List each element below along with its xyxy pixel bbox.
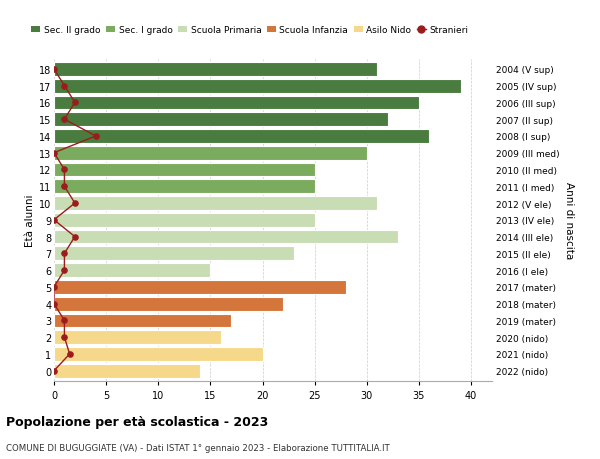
Bar: [54, 63, 377, 77]
Bar: [54, 163, 315, 177]
Bar: [54, 197, 377, 210]
Bar: [54, 113, 388, 127]
Point: [49, 284, 59, 291]
Point: [91, 133, 101, 140]
Point: [59, 317, 69, 325]
Bar: [54, 96, 419, 110]
Bar: [54, 280, 346, 294]
Bar: [54, 364, 200, 378]
Point: [59, 334, 69, 341]
Bar: [54, 213, 315, 227]
Bar: [54, 263, 211, 277]
Legend: Sec. II grado, Sec. I grado, Scuola Primaria, Scuola Infanzia, Asilo Nido, Stran: Sec. II grado, Sec. I grado, Scuola Prim…: [28, 22, 472, 39]
Bar: [54, 330, 221, 344]
Point: [59, 167, 69, 174]
Point: [70, 100, 80, 107]
Bar: [54, 314, 231, 328]
Y-axis label: Anni di nascita: Anni di nascita: [563, 182, 574, 259]
Point: [49, 150, 59, 157]
Point: [59, 267, 69, 274]
Point: [65, 351, 74, 358]
Point: [49, 66, 59, 73]
Point: [59, 83, 69, 90]
Bar: [54, 247, 294, 261]
Text: COMUNE DI BUGUGGIATE (VA) - Dati ISTAT 1° gennaio 2023 - Elaborazione TUTTITALIA: COMUNE DI BUGUGGIATE (VA) - Dati ISTAT 1…: [6, 443, 390, 452]
Bar: [54, 180, 315, 194]
Point: [49, 217, 59, 224]
Bar: [54, 230, 398, 244]
Bar: [54, 347, 263, 361]
Y-axis label: Età alunni: Età alunni: [25, 194, 35, 246]
Point: [70, 200, 80, 207]
Point: [49, 367, 59, 375]
Point: [59, 183, 69, 190]
Text: Popolazione per età scolastica - 2023: Popolazione per età scolastica - 2023: [6, 415, 268, 428]
Point: [49, 300, 59, 308]
Point: [59, 250, 69, 257]
Bar: [54, 146, 367, 160]
Bar: [54, 297, 283, 311]
Bar: [54, 79, 461, 93]
Point: [70, 233, 80, 241]
Bar: [54, 130, 430, 144]
Point: [59, 116, 69, 123]
